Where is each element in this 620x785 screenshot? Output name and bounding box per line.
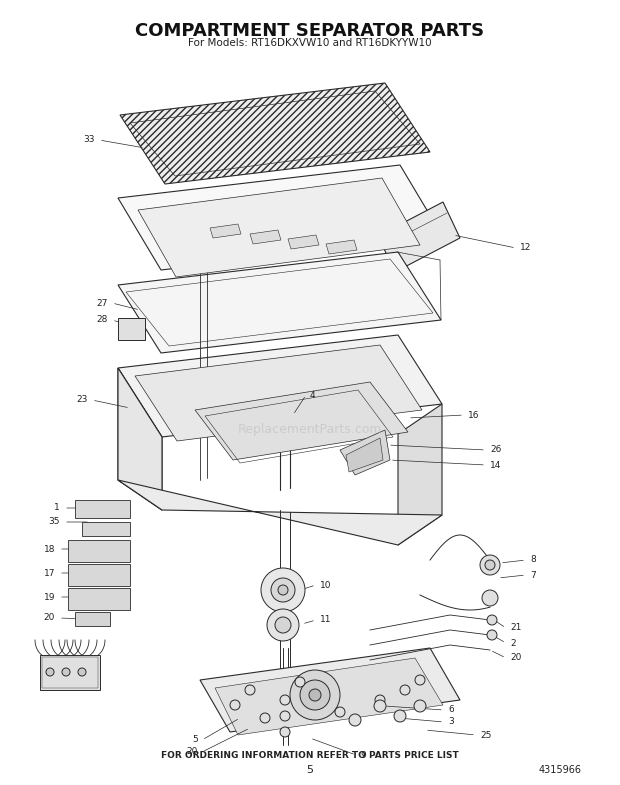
Text: 5: 5 xyxy=(306,765,314,775)
Text: 16: 16 xyxy=(468,411,479,419)
Text: 23: 23 xyxy=(77,396,88,404)
Text: 12: 12 xyxy=(520,243,531,253)
Circle shape xyxy=(280,711,290,721)
Circle shape xyxy=(78,668,86,676)
Circle shape xyxy=(375,695,385,705)
Circle shape xyxy=(335,707,345,717)
Polygon shape xyxy=(340,430,390,475)
Circle shape xyxy=(295,677,305,687)
Circle shape xyxy=(374,700,386,712)
Polygon shape xyxy=(288,235,319,249)
Text: 26: 26 xyxy=(490,446,502,455)
Text: ReplacementParts.com: ReplacementParts.com xyxy=(237,423,383,436)
Circle shape xyxy=(278,585,288,595)
Text: 22: 22 xyxy=(44,655,55,664)
Circle shape xyxy=(46,668,54,676)
Text: 4315966: 4315966 xyxy=(539,765,582,775)
Circle shape xyxy=(400,685,410,695)
Text: 20: 20 xyxy=(187,747,198,757)
Text: For Models: RT16DKXVW10 and RT16DKYYW10: For Models: RT16DKXVW10 and RT16DKYYW10 xyxy=(188,38,432,48)
Polygon shape xyxy=(215,658,443,735)
Circle shape xyxy=(280,695,290,705)
Circle shape xyxy=(275,617,291,633)
Polygon shape xyxy=(118,480,442,545)
Circle shape xyxy=(245,685,255,695)
Circle shape xyxy=(414,700,426,712)
Polygon shape xyxy=(326,240,357,254)
Text: 14: 14 xyxy=(490,461,502,469)
Text: 25: 25 xyxy=(480,731,492,739)
Text: 21: 21 xyxy=(510,623,521,633)
Polygon shape xyxy=(118,368,162,510)
Polygon shape xyxy=(82,522,130,536)
Text: 11: 11 xyxy=(320,615,332,625)
Circle shape xyxy=(309,689,321,701)
Polygon shape xyxy=(40,655,100,690)
Text: 17: 17 xyxy=(43,568,55,578)
Polygon shape xyxy=(118,368,162,510)
Text: 1: 1 xyxy=(55,503,60,513)
Circle shape xyxy=(267,609,299,641)
Circle shape xyxy=(485,560,495,570)
Text: FOR ORDERING INFORMATION REFER TO PARTS PRICE LIST: FOR ORDERING INFORMATION REFER TO PARTS … xyxy=(161,750,459,760)
Polygon shape xyxy=(75,500,130,518)
Text: 18: 18 xyxy=(43,545,55,553)
Polygon shape xyxy=(378,202,460,272)
Text: 35: 35 xyxy=(48,517,60,527)
Polygon shape xyxy=(118,252,441,353)
Circle shape xyxy=(230,700,240,710)
Circle shape xyxy=(271,578,295,602)
Polygon shape xyxy=(68,588,130,610)
Circle shape xyxy=(480,555,500,575)
Text: 7: 7 xyxy=(530,571,536,579)
Polygon shape xyxy=(118,335,442,437)
Polygon shape xyxy=(68,564,130,586)
Text: 20: 20 xyxy=(43,614,55,623)
Circle shape xyxy=(487,615,497,625)
Polygon shape xyxy=(118,165,443,270)
Circle shape xyxy=(290,670,340,720)
Polygon shape xyxy=(200,648,460,732)
Circle shape xyxy=(487,630,497,640)
Text: 33: 33 xyxy=(84,136,95,144)
Circle shape xyxy=(260,713,270,723)
Circle shape xyxy=(349,714,361,726)
Text: 10: 10 xyxy=(320,580,332,590)
Circle shape xyxy=(394,710,406,722)
Polygon shape xyxy=(210,224,241,238)
Text: 27: 27 xyxy=(97,298,108,308)
Polygon shape xyxy=(138,178,420,277)
Text: 9: 9 xyxy=(360,750,366,760)
Polygon shape xyxy=(75,612,110,626)
Text: 6: 6 xyxy=(448,706,454,714)
Text: COMPARTMENT SEPARATOR PARTS: COMPARTMENT SEPARATOR PARTS xyxy=(135,22,485,40)
Circle shape xyxy=(482,590,498,606)
Text: 8: 8 xyxy=(530,556,536,564)
Text: 20: 20 xyxy=(510,653,521,663)
Polygon shape xyxy=(195,382,408,460)
Circle shape xyxy=(261,568,305,612)
Text: 28: 28 xyxy=(97,316,108,324)
Text: 3: 3 xyxy=(448,717,454,726)
Polygon shape xyxy=(118,318,145,340)
Polygon shape xyxy=(250,230,281,244)
Circle shape xyxy=(415,675,425,685)
Polygon shape xyxy=(68,540,130,562)
Text: 4: 4 xyxy=(310,390,316,400)
Polygon shape xyxy=(398,404,442,545)
Circle shape xyxy=(280,727,290,737)
Text: 19: 19 xyxy=(43,593,55,601)
Polygon shape xyxy=(120,83,430,184)
Polygon shape xyxy=(135,345,422,441)
Polygon shape xyxy=(346,438,383,472)
Circle shape xyxy=(62,668,70,676)
Text: 2: 2 xyxy=(510,638,516,648)
Circle shape xyxy=(300,680,330,710)
Text: 5: 5 xyxy=(192,736,198,744)
